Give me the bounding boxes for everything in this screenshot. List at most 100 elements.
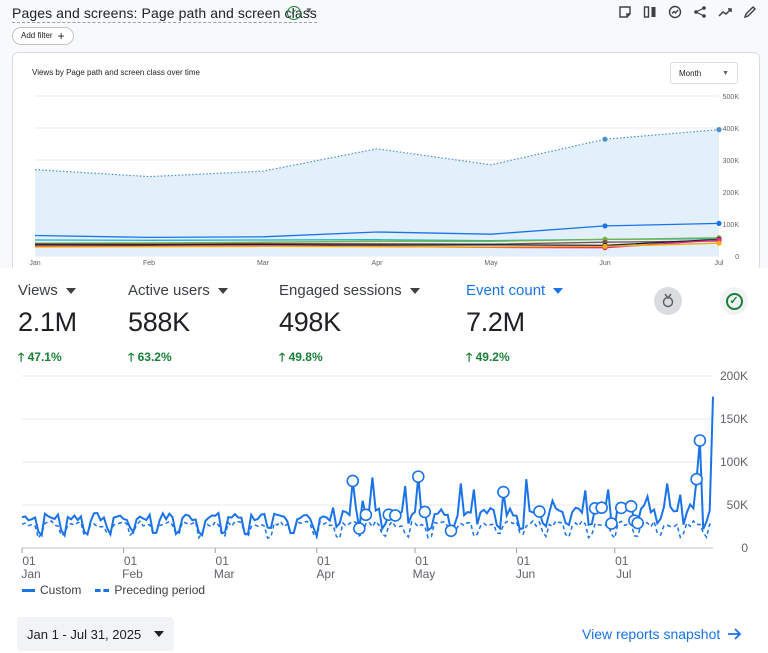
- share-icon[interactable]: [692, 4, 708, 20]
- add-filter-label: Add filter: [21, 31, 53, 40]
- anomaly-marker: [693, 434, 707, 447]
- anomaly-marker: [624, 499, 638, 513]
- anomaly-marker: [418, 505, 432, 519]
- insights-icon[interactable]: [667, 4, 683, 20]
- up-arrow-icon: 🡑: [466, 350, 473, 364]
- anomaly-marker: [631, 516, 644, 530]
- anomaly-marker: [605, 517, 618, 530]
- y-tick-label: 200K: [723, 190, 740, 197]
- metric-views[interactable]: Views 2.1M 🡑 47.1%: [18, 282, 77, 369]
- x-tick-label: Mar: [257, 260, 270, 267]
- anomaly-marker: [444, 524, 458, 538]
- report-toolbar: [617, 4, 758, 20]
- x-tick-day: 01: [22, 554, 36, 568]
- caret-down-icon: [409, 287, 420, 294]
- y-tick-label: 100K: [723, 222, 740, 229]
- y-tick-label: 300K: [723, 158, 740, 165]
- date-range-picker[interactable]: Jan 1 - Jul 31, 2025: [17, 617, 174, 651]
- metric-value: 2.1M: [18, 307, 77, 337]
- x-tick-day: 01: [124, 554, 138, 568]
- x-tick-month: Apr: [316, 567, 335, 581]
- y-tick-label: 400K: [723, 126, 740, 133]
- series-point: [602, 136, 608, 142]
- up-arrow-icon: 🡑: [279, 350, 286, 364]
- x-tick-month: Jun: [516, 567, 535, 581]
- metric-delta: 47.1%: [27, 350, 62, 364]
- up-arrow-icon: 🡑: [128, 350, 135, 364]
- caret-down-icon: [65, 287, 76, 294]
- y-tick-label: 500K: [723, 94, 740, 101]
- x-tick-month: Mar: [214, 567, 235, 581]
- compare-icon[interactable]: [642, 4, 658, 20]
- granularity-select[interactable]: Month ▼: [670, 62, 738, 84]
- report-title[interactable]: Pages and screens: Page path and screen …: [12, 5, 317, 23]
- x-tick-label: May: [484, 260, 498, 267]
- anomaly-marker: [353, 522, 366, 535]
- caret-down-icon: [553, 287, 564, 294]
- legend-item-custom: Custom: [22, 583, 81, 597]
- caret-down-icon: [154, 631, 164, 637]
- metric-value: 7.2M: [466, 307, 525, 337]
- view-reports-snapshot-link[interactable]: View reports snapshot: [582, 626, 742, 642]
- chevron-down-icon[interactable]: ▼: [305, 6, 313, 15]
- metric-label: Event count: [466, 282, 546, 299]
- x-tick-month: Jan: [21, 567, 40, 581]
- verified-check-icon[interactable]: ✓: [287, 6, 301, 20]
- x-tick-month: Jul: [616, 567, 631, 581]
- series-point: [716, 127, 722, 133]
- views-over-time-chart: 500K 400K 300K 200K 100K 0 Jan Feb Mar Apr May Jun J…: [29, 94, 740, 267]
- x-tick-day: 01: [216, 554, 230, 568]
- notes-icon[interactable]: [617, 4, 633, 20]
- date-range-value: Jan 1 - Jul 31, 2025: [27, 626, 142, 642]
- metric-label: Active users: [128, 282, 210, 299]
- legend-label: Preceding period: [114, 583, 206, 597]
- x-tick-month: Feb: [122, 567, 143, 581]
- add-filter-button[interactable]: Add filter +: [12, 27, 74, 45]
- anomaly-marker: [411, 470, 425, 483]
- insights-badge-icon[interactable]: [654, 287, 682, 315]
- metric-label: Engaged sessions: [279, 282, 402, 299]
- dashed-line-swatch: [95, 588, 110, 592]
- x-tick-month: May: [413, 567, 436, 581]
- chart-title: Views by Page path and screen class over…: [32, 68, 200, 77]
- up-arrow-icon: 🡑: [18, 350, 25, 364]
- metric-active-users[interactable]: Active users 588K 🡑 63.2%: [128, 282, 228, 369]
- series-point: [716, 240, 722, 246]
- plus-icon: +: [57, 29, 65, 43]
- event-count-chart: 200K150K100K50K001Jan01Feb01Mar01Apr01Ma…: [21, 369, 748, 581]
- x-tick-day: 01: [615, 554, 629, 568]
- x-tick-label: Apr: [372, 260, 384, 267]
- legend-item-preceding: Preceding period: [95, 583, 205, 597]
- x-tick-day: 01: [415, 554, 429, 568]
- anomaly-marker: [690, 472, 703, 486]
- legend-label: Custom: [40, 583, 82, 597]
- solid-line-swatch: [22, 588, 35, 592]
- metric-engaged-sessions[interactable]: Engaged sessions 498K 🡑 49.8%: [279, 282, 420, 369]
- chart-legend: Custom Preceding period: [22, 583, 205, 597]
- data-quality-button[interactable]: ✓: [720, 287, 748, 315]
- x-tick-label: Jul: [715, 260, 724, 267]
- anomaly-marker: [533, 505, 546, 518]
- anomaly-marker: [497, 485, 510, 499]
- report-header-area: Pages and screens: Page path and screen …: [0, 0, 768, 284]
- y-tick-label: 0: [735, 254, 739, 261]
- anomaly-marker: [359, 508, 373, 522]
- x-tick-day: 01: [517, 554, 531, 568]
- y-tick-label: 150K: [720, 412, 748, 426]
- metric-delta: 63.2%: [137, 350, 172, 364]
- x-tick-label: Jun: [599, 260, 610, 267]
- series-point: [716, 220, 722, 226]
- edit-icon[interactable]: [742, 4, 758, 20]
- trend-icon[interactable]: [717, 4, 733, 20]
- metrics-row: Views 2.1M 🡑 47.1% Active users 588K 🡑 6…: [0, 268, 768, 368]
- arrow-right-icon: [728, 628, 742, 640]
- views-over-time-card: 500K 400K 300K 200K 100K 0 Jan Feb Mar Apr May Jun J…: [12, 52, 760, 284]
- metric-delta: 49.8%: [288, 350, 323, 364]
- x-tick-label: Jan: [29, 260, 40, 267]
- metric-event-count[interactable]: Event count 7.2M 🡑 49.2%: [466, 282, 564, 369]
- snapshot-link-label: View reports snapshot: [582, 626, 721, 642]
- caret-down-icon: [217, 287, 228, 294]
- preceding-period-line: [21, 519, 714, 540]
- metric-delta: 49.2%: [475, 350, 510, 364]
- y-tick-label: 200K: [720, 369, 748, 383]
